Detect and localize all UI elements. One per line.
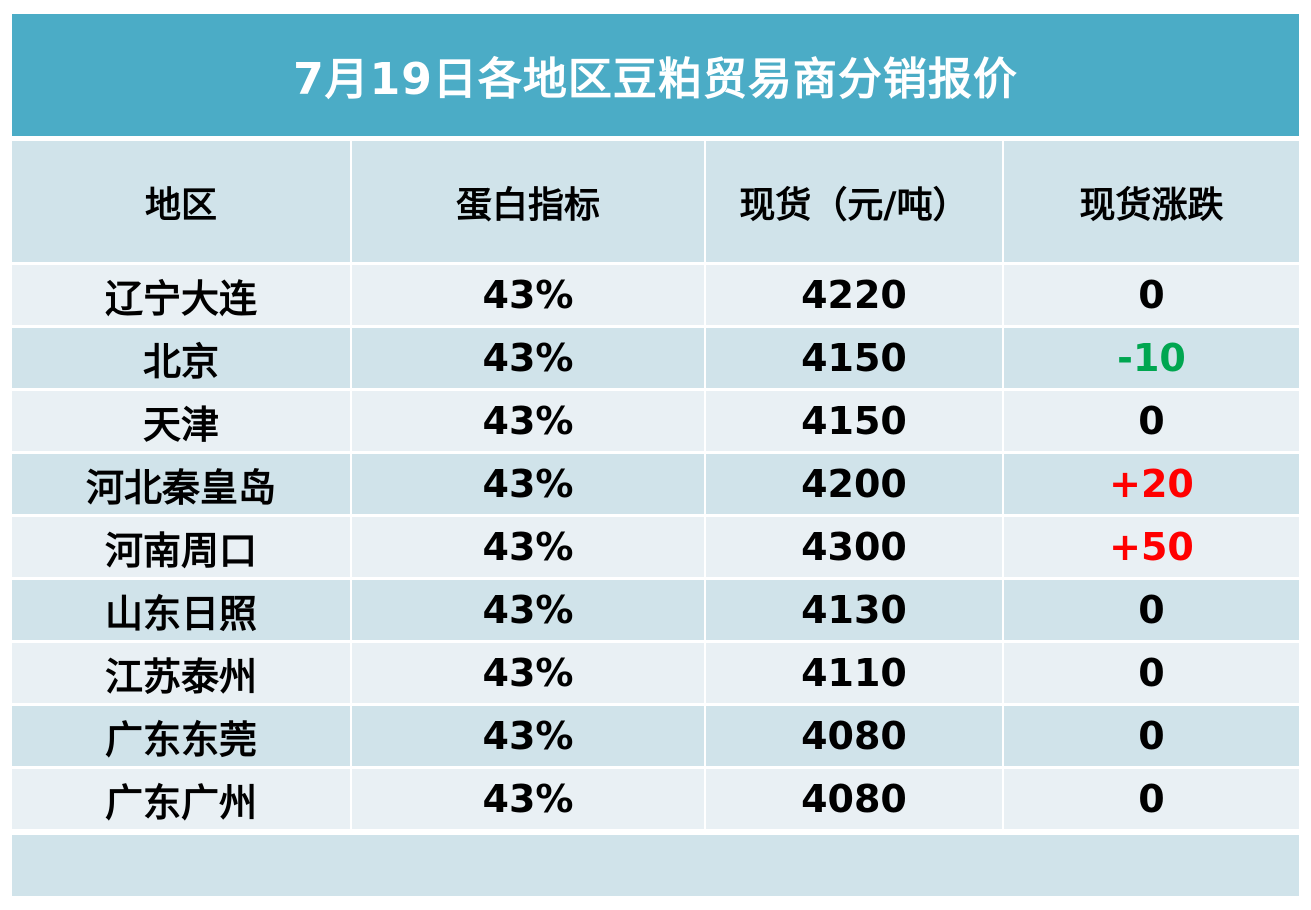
cell-region: 广东广州 xyxy=(12,769,350,829)
cell-region: 广东东莞 xyxy=(12,706,350,766)
header-change: 现货涨跌 xyxy=(1004,141,1299,262)
cell-change: 0 xyxy=(1004,580,1299,640)
cell-protein: 43% xyxy=(352,391,704,451)
cell-price: 4200 xyxy=(706,454,1002,514)
cell-price: 4220 xyxy=(706,265,1002,325)
cell-protein: 43% xyxy=(352,328,704,388)
page-title: 7月19日各地区豆粕贸易商分销报价 xyxy=(293,54,1018,105)
cell-change: -10 xyxy=(1004,328,1299,388)
cell-change: 0 xyxy=(1004,391,1299,451)
cell-price: 4150 xyxy=(706,391,1002,451)
cell-change: 0 xyxy=(1004,769,1299,829)
cell-change: 0 xyxy=(1004,265,1299,325)
cell-region: 天津 xyxy=(12,391,350,451)
header-protein: 蛋白指标 xyxy=(352,141,704,262)
cell-change: 0 xyxy=(1004,706,1299,766)
cell-protein: 43% xyxy=(352,265,704,325)
cell-change: +20 xyxy=(1004,454,1299,514)
price-table: 地区 蛋白指标 现货（元/吨） 现货涨跌 辽宁大连 43% 4220 0 北京 43% 41… xyxy=(12,141,1299,829)
cell-protein: 43% xyxy=(352,454,704,514)
cell-region: 江苏泰州 xyxy=(12,643,350,703)
cell-protein: 43% xyxy=(352,769,704,829)
cell-change: +50 xyxy=(1004,517,1299,577)
cell-change: 0 xyxy=(1004,643,1299,703)
cell-protein: 43% xyxy=(352,580,704,640)
cell-region: 河南周口 xyxy=(12,517,350,577)
title-bar: 7月19日各地区豆粕贸易商分销报价 xyxy=(12,14,1299,136)
cell-protein: 43% xyxy=(352,706,704,766)
price-table-frame: 7月19日各地区豆粕贸易商分销报价 地区 蛋白指标 现货（元/吨） 现货涨跌 辽… xyxy=(12,14,1299,896)
cell-price: 4150 xyxy=(706,328,1002,388)
cell-price: 4130 xyxy=(706,580,1002,640)
cell-price: 4110 xyxy=(706,643,1002,703)
table-footer xyxy=(12,835,1299,896)
cell-region: 辽宁大连 xyxy=(12,265,350,325)
cell-price: 4080 xyxy=(706,706,1002,766)
cell-region: 河北秦皇岛 xyxy=(12,454,350,514)
cell-price: 4080 xyxy=(706,769,1002,829)
cell-protein: 43% xyxy=(352,517,704,577)
cell-region: 山东日照 xyxy=(12,580,350,640)
cell-protein: 43% xyxy=(352,643,704,703)
header-price: 现货（元/吨） xyxy=(706,141,1002,262)
cell-price: 4300 xyxy=(706,517,1002,577)
header-region: 地区 xyxy=(12,141,350,262)
cell-region: 北京 xyxy=(12,328,350,388)
